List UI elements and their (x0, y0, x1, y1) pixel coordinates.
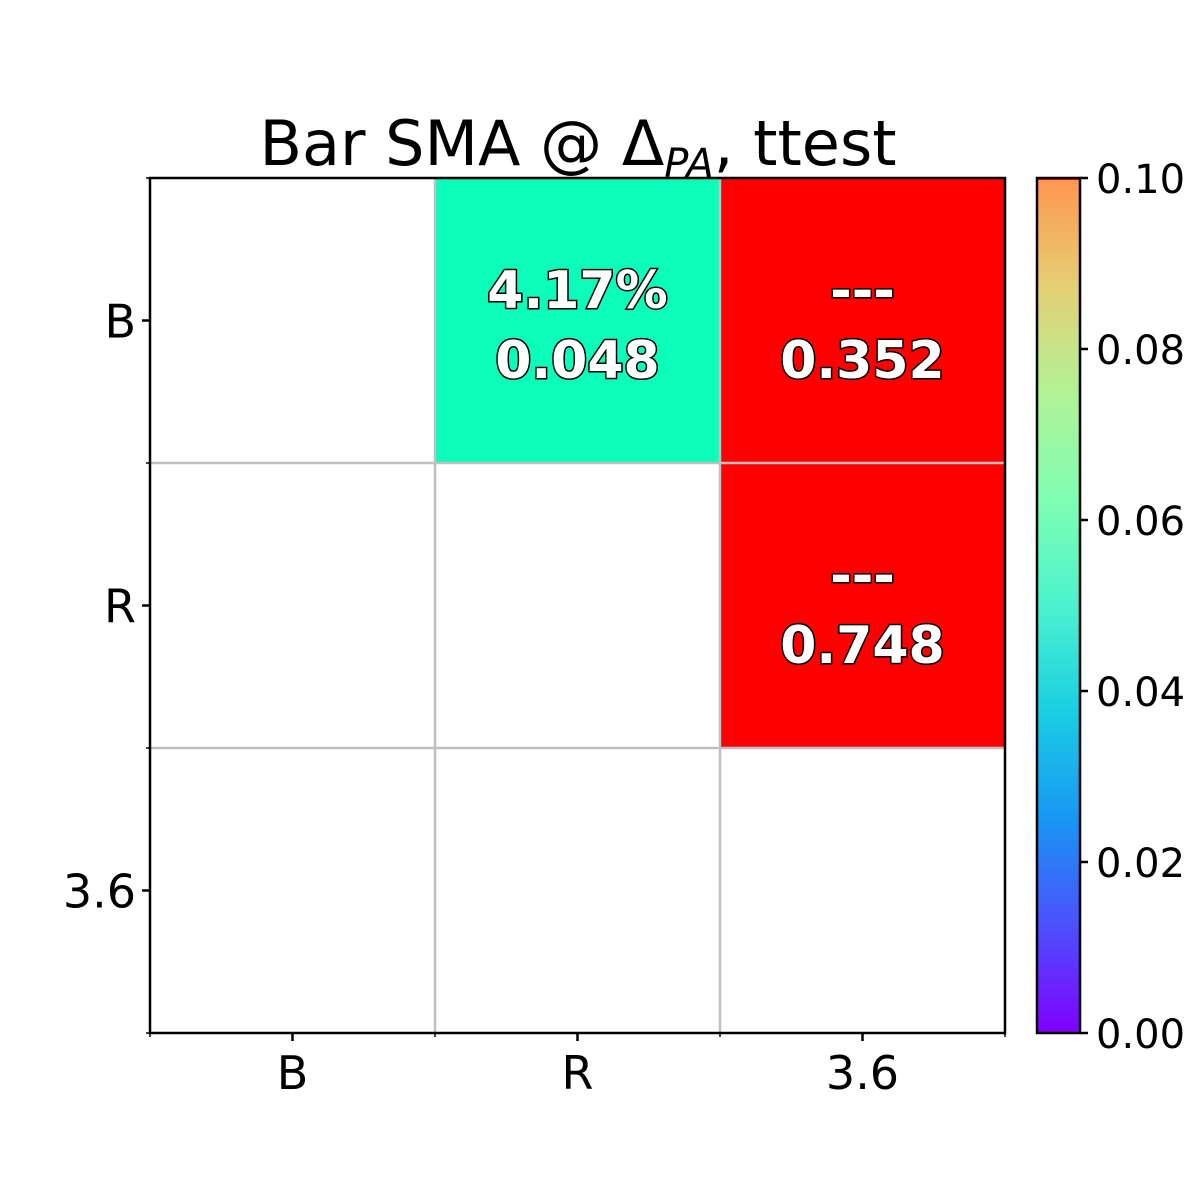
heatmap-cell (435, 178, 720, 463)
colorbar-tick-label: 0.06 (1096, 499, 1185, 545)
colorbar-frame (1035, 176, 1082, 1035)
colorbar-gradient (1037, 178, 1080, 1033)
chart-title: Bar SMA @ ΔPA, ttest (259, 107, 896, 187)
heatmap-cell (720, 463, 1005, 748)
axes: B R 3.6 B R 3.6 (63, 176, 1007, 1100)
colorbar-tick-label: 0.10 (1096, 157, 1185, 203)
colorbar-tick-label: 0.08 (1096, 328, 1185, 374)
cell-pvalue-label: 0.748 (780, 616, 944, 676)
x-tick-label: B (277, 1046, 309, 1100)
cell-effect-label: 4.17% (487, 261, 667, 321)
colorbar-tick-label: 0.00 (1096, 1012, 1185, 1058)
y-tick-label: 3.6 (63, 865, 136, 919)
plot-area: 4.17% 0.048 --- 0.352 --- 0.748 (150, 178, 1005, 1033)
y-tick-label: R (104, 580, 136, 634)
x-tick-label: R (562, 1046, 594, 1100)
colorbar-tick-label: 0.04 (1096, 670, 1185, 716)
x-tick-label: 3.6 (826, 1046, 899, 1100)
cell-pvalue-label: 0.352 (780, 331, 944, 391)
cell-effect-label: --- (830, 546, 895, 606)
colorbar-tick-label: 0.02 (1096, 841, 1185, 887)
cell-pvalue-label: 0.048 (495, 331, 659, 391)
cell-effect-label: --- (830, 261, 895, 321)
y-tick-label: B (104, 295, 136, 349)
colorbar: 0.00 0.02 0.04 0.06 0.08 0.10 (1035, 157, 1185, 1058)
heatmap-cell (720, 178, 1005, 463)
